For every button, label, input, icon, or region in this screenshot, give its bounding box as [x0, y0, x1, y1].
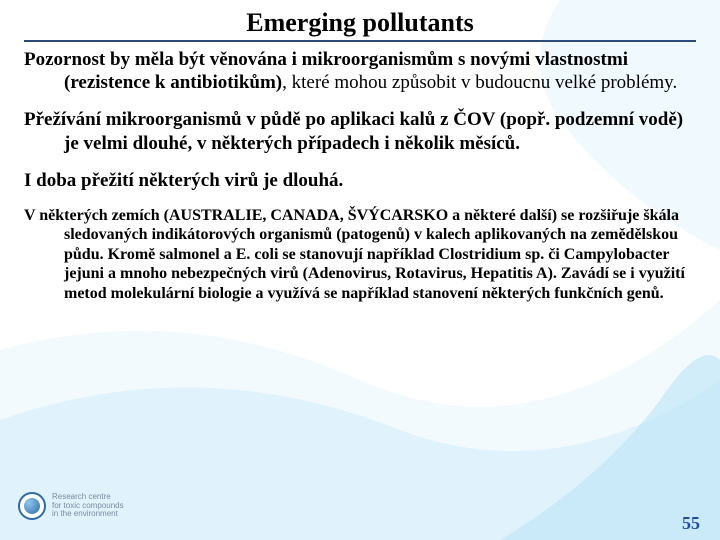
paragraph-2: Přežívání mikroorganismů v půdě po aplik… [24, 108, 696, 154]
slide-title: Emerging pollutants [24, 8, 696, 42]
logo-line-3: in the environment [52, 510, 124, 519]
paragraph-1-rest: , které mohou způsobit v budoucnu velké … [282, 72, 677, 93]
page-number: 55 [682, 513, 700, 534]
logo-globe-icon [18, 492, 46, 520]
logo-text: Research centre for toxic compounds in t… [52, 493, 124, 519]
paragraph-3: I doba přežití některých virů je dlouhá. [24, 169, 696, 192]
paragraph-1: Pozornost by měla být věnována i mikroor… [24, 48, 696, 94]
footer-logo: Research centre for toxic compounds in t… [18, 492, 124, 520]
paragraph-4: V některých zemích (AUSTRALIE, CANADA, Š… [24, 206, 696, 304]
